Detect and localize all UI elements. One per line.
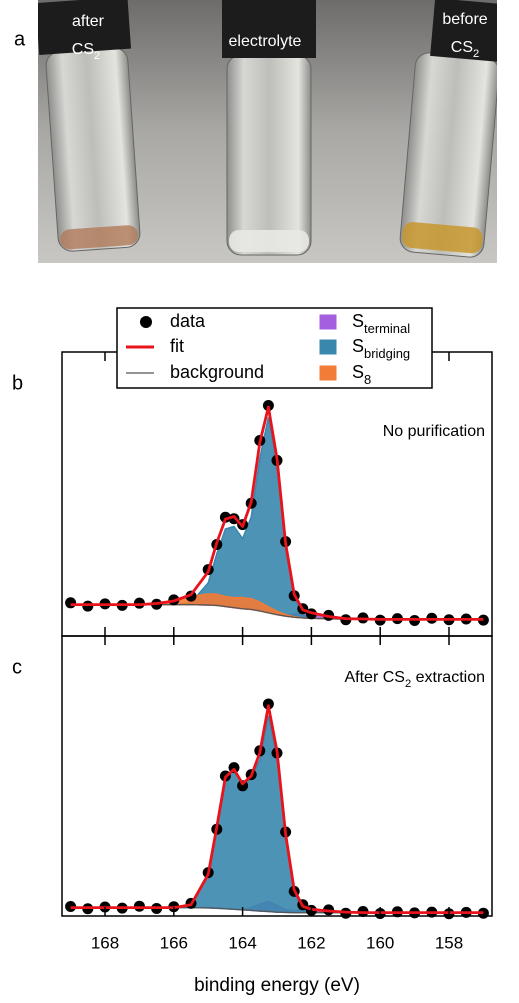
legend-box <box>116 307 433 389</box>
panel-label: a <box>14 28 26 50</box>
plot-frame <box>61 635 493 917</box>
fit-line <box>70 704 484 914</box>
legend-label: Sbridging <box>352 336 410 361</box>
vial-label: electrolyte <box>229 33 302 50</box>
vial-formula-part: CS <box>72 41 94 58</box>
x-axis-label: binding energy (eV) <box>194 975 360 996</box>
annotation-part: No purification <box>383 423 485 440</box>
legend-sub: terminal <box>364 321 410 336</box>
panel-label: c <box>12 656 22 678</box>
vial-formula-part: CS <box>451 39 473 56</box>
vial-label: before <box>442 11 487 28</box>
x-tick-label: 164 <box>228 933 256 952</box>
vial-middle <box>222 0 316 256</box>
vial-left <box>35 0 141 252</box>
vial-formula-sub: 2 <box>473 48 479 60</box>
photo <box>0 0 519 263</box>
data-point <box>82 600 94 612</box>
vial-formula: CS2 <box>72 41 100 62</box>
plot <box>65 399 489 627</box>
annotation-part: 2 <box>405 678 411 690</box>
legend-symbol <box>140 316 152 328</box>
legend-name: data <box>170 311 206 331</box>
data-point <box>262 399 274 411</box>
legend-name: S <box>352 362 364 382</box>
x-tick-label: 160 <box>366 933 394 952</box>
legend-symbol <box>319 339 337 355</box>
legend-label: fit <box>170 336 184 356</box>
panel-label: b <box>12 372 23 394</box>
annotation: No purification <box>383 423 485 440</box>
x-tick-label: 158 <box>435 933 463 952</box>
vial-label: after <box>72 13 105 30</box>
annotation: After CS2 extraction <box>344 669 485 690</box>
x-tick-label: 166 <box>160 933 188 952</box>
x-tick-label: 162 <box>297 933 325 952</box>
annotation-part: extraction <box>411 669 485 686</box>
x-tick-label: 168 <box>91 933 119 952</box>
vial-formula-sub: 2 <box>94 50 100 62</box>
data-point <box>262 698 274 710</box>
legend-sub: 8 <box>364 372 371 387</box>
legend-label: data <box>170 311 206 331</box>
legend-name: S <box>352 336 364 356</box>
photo-margin <box>497 0 519 263</box>
plot <box>65 698 489 920</box>
data-point <box>219 511 231 523</box>
component-area <box>70 417 484 621</box>
legend-symbol <box>319 365 337 381</box>
fit-line <box>70 405 484 621</box>
legend-name: background <box>170 362 264 382</box>
legend-label: S8 <box>352 362 371 387</box>
photo-margin <box>0 0 38 263</box>
legend-label: background <box>170 362 264 382</box>
annotation-part: After CS <box>344 669 404 686</box>
vial-formula: CS2 <box>451 39 479 60</box>
legend-symbol <box>319 314 337 330</box>
legend-sub: bridging <box>364 346 410 361</box>
legend-name: S <box>352 311 364 331</box>
data-point <box>65 597 77 609</box>
legend-label: Sterminal <box>352 311 410 336</box>
legend-name: fit <box>170 336 184 356</box>
